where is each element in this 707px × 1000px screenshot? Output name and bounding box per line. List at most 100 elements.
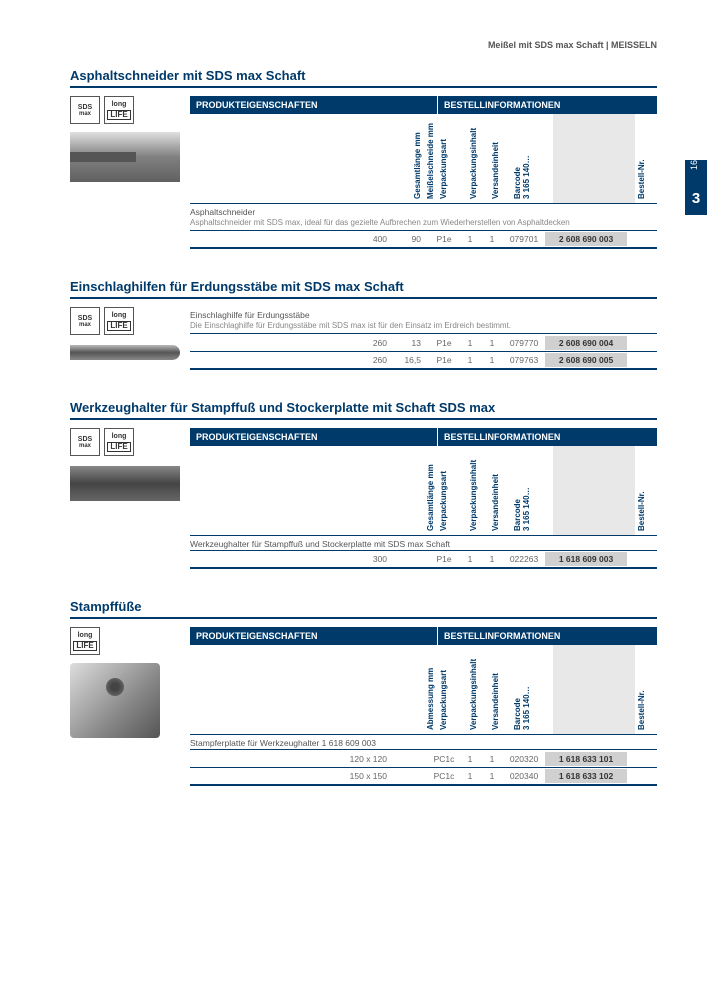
section-title: Werkzeughalter für Stampffuß und Stocker… xyxy=(70,400,657,420)
cell-pack: P1e xyxy=(429,232,459,246)
table-row: 300 P1e 1 1 022263 1 618 609 003 xyxy=(190,551,657,569)
cell-value: 13 xyxy=(389,336,429,350)
th-produkteigenschaften: PRODUKTEIGENSCHAFTEN xyxy=(190,627,437,645)
cell-value: 300 xyxy=(334,552,389,566)
cell-qty: 1 xyxy=(481,336,503,350)
cell-value xyxy=(389,774,429,778)
cell-qty: 1 xyxy=(459,336,481,350)
cell-value: 260 xyxy=(334,336,389,350)
cell-barcode: 022263 xyxy=(503,552,545,566)
table-row: 120 x 120 PC1c 1 1 020320 1 618 633 101 xyxy=(190,750,657,768)
col-header: Versandeinheit xyxy=(489,446,511,535)
product-subtitle: Asphaltschneider xyxy=(190,204,657,218)
section-title: Asphaltschneider mit SDS max Schaft xyxy=(70,68,657,88)
cell-qty: 1 xyxy=(459,232,481,246)
th-bestellinformationen: BESTELLINFORMATIONEN xyxy=(437,428,657,446)
cell-order-number: 1 618 609 003 xyxy=(545,552,627,566)
long-life-badge: longLIFE xyxy=(70,627,100,655)
cell-order-number: 1 618 633 101 xyxy=(545,752,627,766)
col-header: Barcode 3 165 140… xyxy=(511,645,553,734)
section-title: Stampffüße xyxy=(70,599,657,619)
cell-order-number: 2 608 690 004 xyxy=(545,336,627,350)
cell-qty: 1 xyxy=(459,769,481,783)
col-header: Verpackungsart xyxy=(437,645,467,734)
page-number: 167 xyxy=(689,155,699,170)
col-header: Barcode 3 165 140… xyxy=(511,114,553,203)
product-description: Asphaltschneider mit SDS max, ideal für … xyxy=(190,218,657,231)
col-header: Barcode 3 165 140… xyxy=(511,446,553,535)
col-header: Verpackungsinhalt xyxy=(467,645,489,734)
col-header: Bestell-Nr. xyxy=(635,446,657,535)
cell-qty: 1 xyxy=(481,353,503,367)
table-row: 260 13 P1e 1 1 079770 2 608 690 004 xyxy=(190,334,657,352)
section-title: Einschlaghilfen für Erdungsstäbe mit SDS… xyxy=(70,279,657,299)
th-bestellinformationen: BESTELLINFORMATIONEN xyxy=(437,627,657,645)
table-row: 400 90 P1e 1 1 079701 2 608 690 003 xyxy=(190,231,657,249)
col-header: Versandeinheit xyxy=(489,645,511,734)
cell-qty: 1 xyxy=(459,353,481,367)
col-header: Verpackungsinhalt xyxy=(467,114,489,203)
sds-max-badge: SDSmax xyxy=(70,428,100,456)
cell-value: 90 xyxy=(389,232,429,246)
col-header: Meißelschneide mm xyxy=(424,114,437,203)
page-breadcrumb: Meißel mit SDS max Schaft | MEISSELN xyxy=(70,40,657,50)
cell-pack: PC1c xyxy=(429,769,459,783)
col-header: Verpackungsinhalt xyxy=(467,446,489,535)
sds-max-badge: SDSmax xyxy=(70,96,100,124)
long-life-badge: longLIFE xyxy=(104,96,134,124)
col-header: Gesamtlänge mm xyxy=(411,114,424,203)
sds-max-badge: SDSmax xyxy=(70,307,100,335)
product-image xyxy=(70,466,180,501)
long-life-badge: longLIFE xyxy=(104,428,134,456)
cell-qty: 1 xyxy=(459,752,481,766)
cell-barcode: 079763 xyxy=(503,353,545,367)
cell-pack: P1e xyxy=(429,336,459,350)
cell-value xyxy=(389,757,429,761)
table-row: 260 16,5 P1e 1 1 079763 2 608 690 005 xyxy=(190,352,657,370)
cell-value xyxy=(389,557,429,561)
cell-barcode: 020320 xyxy=(503,752,545,766)
cell-value: 400 xyxy=(334,232,389,246)
cell-order-number: 2 608 690 003 xyxy=(545,232,627,246)
cell-qty: 1 xyxy=(459,552,481,566)
cell-qty: 1 xyxy=(481,752,503,766)
table-header: PRODUKTEIGENSCHAFTEN BESTELLINFORMATIONE… xyxy=(190,428,657,446)
product-subtitle: Stampferplatte für Werkzeughalter 1 618 … xyxy=(190,735,657,749)
table-header: PRODUKTEIGENSCHAFTEN BESTELLINFORMATIONE… xyxy=(190,627,657,645)
cell-qty: 1 xyxy=(481,552,503,566)
col-header: Abmessung mm xyxy=(424,645,437,734)
cell-pack: P1e xyxy=(429,552,459,566)
col-header: Bestell-Nr. xyxy=(635,645,657,734)
cell-barcode: 020340 xyxy=(503,769,545,783)
th-produkteigenschaften: PRODUKTEIGENSCHAFTEN xyxy=(190,96,437,114)
cell-barcode: 079770 xyxy=(503,336,545,350)
long-life-badge: longLIFE xyxy=(104,307,134,335)
product-subtitle: Werkzeughalter für Stampffuß und Stocker… xyxy=(190,536,657,550)
table-header: PRODUKTEIGENSCHAFTEN BESTELLINFORMATIONE… xyxy=(190,96,657,114)
product-image xyxy=(70,663,160,738)
product-description: Die Einschlaghilfe für Erdungsstäbe mit … xyxy=(190,321,657,334)
cell-pack: P1e xyxy=(429,353,459,367)
cell-value: 120 x 120 xyxy=(334,752,389,766)
side-tab: 167 3 xyxy=(685,160,707,215)
col-header: Bestell-Nr. xyxy=(635,114,657,203)
product-image xyxy=(70,345,180,360)
cell-value: 150 x 150 xyxy=(334,769,389,783)
col-header: Gesamtlänge mm xyxy=(424,446,437,535)
product-subtitle: Einschlaghilfe für Erdungsstäbe xyxy=(190,307,657,321)
table-row: 150 x 150 PC1c 1 1 020340 1 618 633 102 xyxy=(190,768,657,786)
cell-qty: 1 xyxy=(481,232,503,246)
product-image xyxy=(70,132,180,182)
col-header: Verpackungsart xyxy=(437,114,467,203)
cell-pack: PC1c xyxy=(429,752,459,766)
col-header: Versandeinheit xyxy=(489,114,511,203)
chapter-number: 3 xyxy=(685,190,707,207)
cell-barcode: 079701 xyxy=(503,232,545,246)
cell-qty: 1 xyxy=(481,769,503,783)
cell-value: 260 xyxy=(334,353,389,367)
th-produkteigenschaften: PRODUKTEIGENSCHAFTEN xyxy=(190,428,437,446)
th-bestellinformationen: BESTELLINFORMATIONEN xyxy=(437,96,657,114)
cell-value: 16,5 xyxy=(389,353,429,367)
cell-order-number: 2 608 690 005 xyxy=(545,353,627,367)
col-header: Verpackungsart xyxy=(437,446,467,535)
